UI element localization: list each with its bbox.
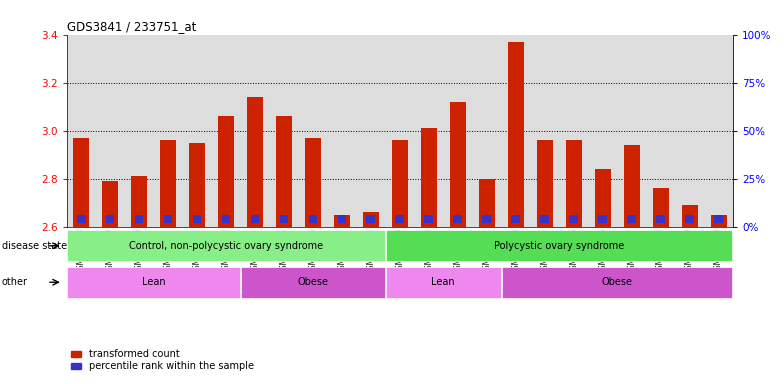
Bar [164, 215, 172, 223]
Text: Lean: Lean [142, 277, 165, 287]
Bar [537, 140, 553, 227]
Bar [67, 230, 385, 261]
Bar [251, 215, 260, 223]
Bar [280, 215, 289, 223]
Bar [482, 215, 491, 223]
Text: other: other [2, 277, 27, 287]
Bar [656, 215, 665, 223]
Text: disease state: disease state [2, 241, 67, 251]
Text: Polycystic ovary syndrome: Polycystic ovary syndrome [494, 241, 624, 251]
Bar [193, 215, 201, 223]
Bar [386, 230, 732, 261]
Bar [566, 140, 582, 227]
Bar [511, 215, 520, 223]
Bar [424, 215, 434, 223]
Bar [363, 212, 379, 227]
Bar [502, 267, 732, 298]
Bar [131, 176, 147, 227]
Bar [218, 116, 234, 227]
Bar [685, 215, 694, 223]
Bar [309, 215, 318, 223]
Bar [247, 97, 263, 227]
Bar [102, 181, 118, 227]
Legend: transformed count, percentile rank within the sample: transformed count, percentile rank withi… [67, 346, 258, 375]
Bar [77, 215, 85, 223]
Bar [241, 267, 385, 298]
Bar [160, 140, 176, 227]
Bar [508, 42, 524, 227]
Bar [392, 140, 408, 227]
Text: Control, non-polycystic ovary syndrome: Control, non-polycystic ovary syndrome [129, 241, 323, 251]
Bar [652, 188, 669, 227]
Bar [450, 102, 466, 227]
Bar [67, 267, 240, 298]
Bar [453, 215, 463, 223]
Bar [135, 215, 143, 223]
Bar [386, 267, 501, 298]
Bar [395, 215, 405, 223]
Bar [569, 215, 578, 223]
Bar [710, 215, 727, 227]
Text: Lean: Lean [431, 277, 456, 287]
Bar [305, 138, 321, 227]
Bar [598, 215, 607, 223]
Bar [276, 116, 292, 227]
Bar [334, 215, 350, 227]
Bar [189, 142, 205, 227]
Text: GDS3841 / 233751_at: GDS3841 / 233751_at [67, 20, 196, 33]
Bar [595, 169, 611, 227]
Bar [337, 215, 347, 223]
Bar [540, 215, 549, 223]
Bar [366, 215, 376, 223]
Bar [106, 215, 114, 223]
Bar [714, 215, 723, 223]
Bar [623, 145, 640, 227]
Text: Obese: Obese [601, 277, 633, 287]
Bar [627, 215, 636, 223]
Bar [681, 205, 698, 227]
Bar [479, 179, 495, 227]
Bar [421, 128, 437, 227]
Bar [73, 138, 89, 227]
Bar [222, 215, 230, 223]
Text: Obese: Obese [297, 277, 328, 287]
